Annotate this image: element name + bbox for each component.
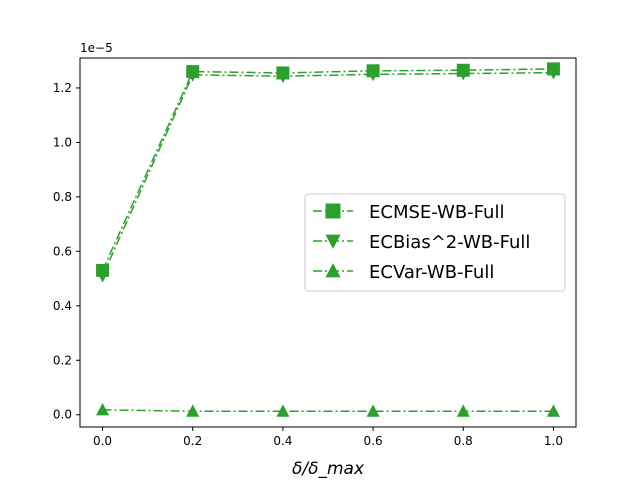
legend-box: [304, 193, 566, 292]
legend-label: ECVar-WB-Full: [369, 262, 494, 283]
data-point: [456, 404, 470, 417]
x-tick-label: 0.4: [273, 434, 292, 448]
legend-label: ECBias^2-WB-Full: [369, 232, 530, 253]
legend: ECMSE-WB-Full ECBias^2-WB-Full ECVar-WB-Fu…: [304, 193, 566, 292]
series-ECBias^2-WB-Full: [96, 67, 560, 283]
data-point: [96, 403, 110, 416]
data-point: [546, 404, 560, 417]
x-axis-ticks: 0.0 0.2 0.4 0.6 0.8 1.0: [93, 427, 563, 448]
x-tick-label: 1.0: [544, 434, 563, 448]
y-axis-ticks: 0.0 0.2 0.4 0.6 0.8 1.0 1.2: [53, 81, 80, 422]
data-point: [546, 67, 560, 80]
legend-marker: [325, 263, 341, 278]
legend-label: ECMSE-WB-Full: [369, 202, 504, 223]
data-point: [366, 404, 380, 417]
data-point: [96, 270, 110, 283]
y-tick-label: 0.0: [53, 408, 72, 422]
legend-item: ECBias^2-WB-Full: [313, 232, 530, 253]
data-point: [186, 69, 200, 82]
legend-marker: [325, 234, 341, 249]
y-tick-label: 0.8: [53, 190, 72, 204]
data-point: [276, 404, 290, 417]
series-ECVar-WB-Full: [96, 403, 560, 417]
y-tick-label: 1.2: [53, 81, 72, 95]
legend-item: ECMSE-WB-Full: [313, 202, 504, 223]
series-layer: [96, 62, 560, 417]
x-tick-label: 0.6: [364, 434, 383, 448]
x-tick-label: 0.2: [183, 434, 202, 448]
series-line: [102, 409, 554, 412]
data-point: [456, 67, 470, 81]
y-tick-label: 0.6: [53, 244, 72, 258]
x-tick-label: 0.8: [454, 434, 473, 448]
x-tick-label: 0.0: [93, 434, 112, 448]
data-point: [276, 70, 290, 84]
legend-item: ECVar-WB-Full: [313, 262, 494, 283]
x-axis-label: δ/δ_max: [292, 459, 365, 479]
y-tick-label: 1.0: [53, 135, 72, 149]
series-line: [101, 68, 554, 271]
y-tick-label: 0.2: [53, 353, 72, 367]
data-point: [366, 68, 380, 82]
legend-marker: [325, 203, 341, 219]
y-scale-label: 1e−5: [80, 41, 113, 55]
series-line: [101, 71, 554, 277]
data-point: [186, 404, 200, 417]
y-tick-label: 0.4: [53, 299, 72, 313]
